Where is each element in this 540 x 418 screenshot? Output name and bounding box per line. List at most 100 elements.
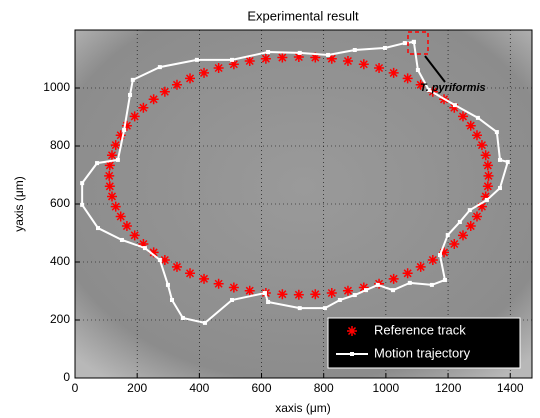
square-marker [429,282,434,287]
square-marker [352,293,357,298]
asterisk-marker [110,140,121,151]
square-marker [457,219,462,224]
asterisk-marker [483,170,494,181]
square-marker [437,253,442,258]
square-marker [80,181,85,186]
x-tick-label: 1000 [373,381,400,395]
asterisk-marker [138,102,149,113]
asterisk-marker [277,289,288,300]
highlight-box [407,31,429,55]
square-marker [452,103,457,108]
square-marker [194,57,199,62]
asterisk-marker [106,150,117,161]
asterisk-marker [104,170,115,181]
asterisk-marker [482,160,493,171]
legend-label: Reference track [374,322,466,337]
asterisk-marker [159,86,170,97]
square-marker [505,159,510,164]
x-tick-label: 800 [314,381,334,395]
square-marker [326,52,331,57]
square-marker [426,88,431,93]
square-marker [407,280,412,285]
square-marker [363,288,368,293]
y-tick-label: 0 [63,370,70,384]
asterisk-marker [465,221,476,232]
square-marker [262,291,267,296]
asterisk-marker [171,261,182,272]
square-marker [337,297,342,302]
asterisk-marker [415,79,426,90]
asterisk-marker [115,130,126,141]
square-marker [115,157,120,162]
y-tick-label: 600 [50,196,70,210]
x-tick-label: 200 [127,381,147,395]
square-marker [119,237,124,242]
asterisk-marker [129,111,140,122]
asterisk-marker [228,59,239,70]
asterisk-marker [138,239,149,250]
asterisk-marker [310,289,321,300]
asterisk-marker [476,201,487,212]
asterisk-marker [439,247,450,258]
square-marker [122,128,127,133]
square-marker [297,50,302,55]
square-marker [297,306,302,311]
square-marker [391,288,396,293]
asterisk-marker [106,191,117,202]
asterisk-marker [347,326,357,336]
asterisk-marker [260,53,271,64]
square-marker [130,77,135,82]
x-tick-label: 1200 [435,381,462,395]
asterisk-marker [213,278,224,289]
asterisk-marker [388,273,399,284]
asterisk-marker [121,120,132,131]
asterisk-marker [358,59,369,70]
square-marker [180,315,185,320]
asterisk-marker [310,52,321,63]
asterisk-marker [415,261,426,272]
asterisk-marker [293,51,304,62]
square-marker [375,282,380,287]
asterisk-marker [457,111,468,122]
square-marker [229,297,234,302]
square-marker [402,41,407,46]
asterisk-marker [457,230,468,241]
asterisk-marker [326,53,337,64]
asterisk-marker [185,268,196,279]
annotation: T. pyriformis [420,82,486,94]
plot-area [75,30,532,378]
y-tick-label: 200 [50,312,70,326]
y-tick-label: 400 [50,254,70,268]
asterisk-marker [465,120,476,131]
square-marker [165,282,170,287]
asterisk-marker [342,56,353,67]
asterisk-marker [159,254,170,265]
asterisk-marker [185,73,196,84]
square-marker [475,115,480,120]
legend: Reference track Motion trajectory [327,317,521,369]
square-marker [169,297,174,302]
square-marker [497,157,502,162]
square-marker [484,197,489,202]
square-marker [467,208,472,213]
asterisk-marker [402,268,413,279]
asterisk-marker [244,56,255,67]
square-marker [497,186,502,191]
asterisk-marker [171,79,182,90]
asterisk-marker [104,181,115,192]
asterisk-marker [104,160,115,171]
square-marker [202,320,207,325]
legend-label: Motion trajectory [374,345,471,360]
square-marker [157,257,162,262]
asterisk-marker [476,140,487,151]
asterisk-marker [388,67,399,78]
square-marker [157,65,162,70]
x-tick-label: 400 [189,381,209,395]
asterisk-marker [326,288,337,299]
asterisk-marker [480,150,491,161]
asterisk-marker [482,181,493,192]
square-marker [322,306,327,311]
asterisk-marker [129,230,140,241]
asterisk-marker [358,282,369,293]
